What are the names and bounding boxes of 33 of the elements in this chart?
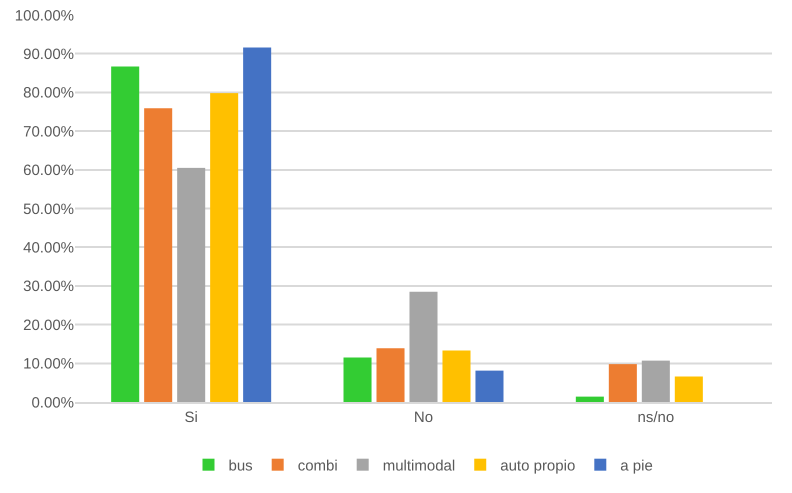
- y-tick-label: 90.00%: [23, 46, 74, 63]
- y-tick-label: 0.00%: [31, 394, 74, 412]
- y-tick-label: 30.00%: [23, 278, 74, 296]
- x-tick-label: ns/no: [637, 409, 674, 426]
- legend-label: combi: [298, 458, 338, 475]
- y-tick-label: 20.00%: [23, 316, 74, 334]
- bar: [376, 348, 405, 402]
- y-tick-label: 80.00%: [23, 84, 74, 102]
- y-tick-label: 40.00%: [23, 239, 74, 256]
- bar: [442, 350, 471, 402]
- y-tick-label: 70.00%: [23, 123, 74, 140]
- bar: [177, 168, 206, 402]
- bar: [642, 360, 670, 402]
- bar: [111, 66, 140, 402]
- bar: [243, 48, 272, 402]
- legend-label: multimodal: [382, 458, 456, 475]
- bar: [409, 292, 438, 402]
- y-tick-label: 50.00%: [23, 200, 74, 218]
- y-tick-label: 60.00%: [23, 162, 74, 180]
- bar: [210, 93, 238, 402]
- bar: [608, 364, 637, 402]
- y-tick-label: 10.00%: [23, 356, 74, 373]
- y-tick-label: 100.00%: [14, 7, 74, 24]
- legend-label: a pie: [620, 458, 653, 475]
- legend-label: auto propio: [500, 458, 576, 475]
- bar: [144, 108, 172, 402]
- bar: [344, 358, 372, 402]
- bar: [475, 370, 504, 402]
- legend-label: bus: [228, 458, 253, 475]
- bar: [674, 376, 703, 402]
- x-tick-label: No: [414, 409, 434, 426]
- x-tick-label: Si: [184, 409, 198, 426]
- bar: [576, 396, 604, 402]
